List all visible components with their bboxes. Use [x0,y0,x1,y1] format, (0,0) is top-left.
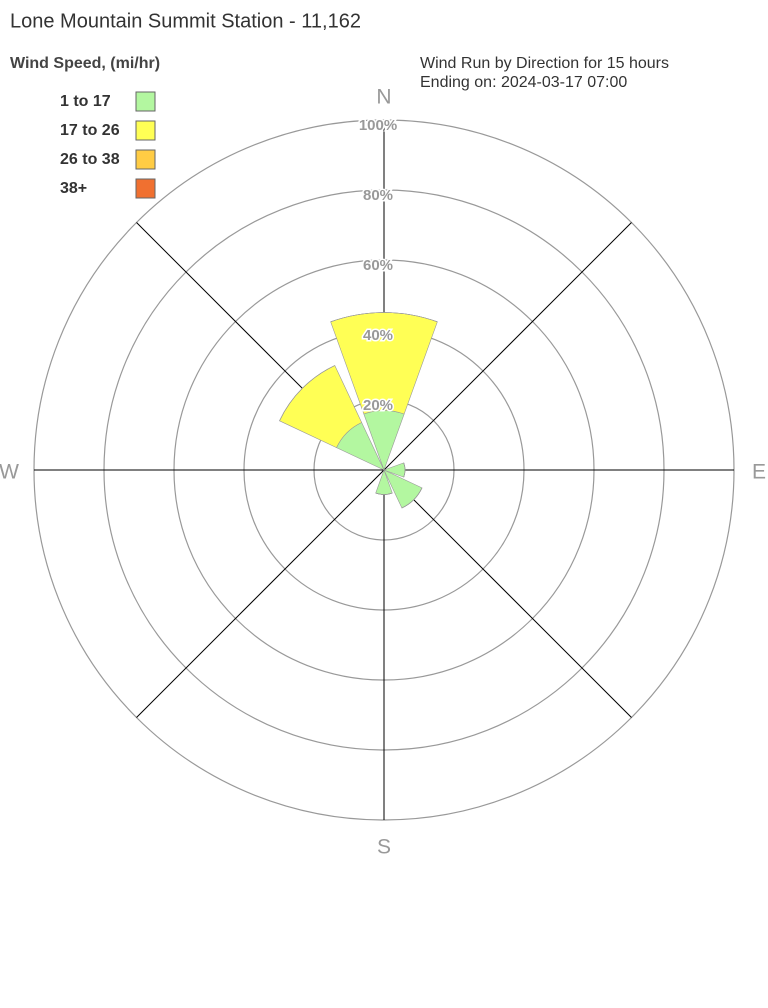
r-tick-label: 20% [363,397,393,414]
direction-label: E [752,461,766,484]
chart-title: Lone Mountain Summit Station - 11,162 [10,10,361,32]
r-tick-label: 60% [363,257,393,274]
legend-label: 38+ [60,180,87,197]
direction-label: W [0,461,19,484]
spoke [383,222,632,471]
spoke [136,469,385,718]
sector [401,487,423,509]
subtitle: Wind Run by Direction for 15 hours [420,55,669,72]
direction-label: N [376,86,391,109]
sector [375,492,393,495]
sector [403,462,406,478]
legend-title: Wind Speed, (mi/hr) [10,55,160,72]
subtitle: Ending on: 2024-03-17 07:00 [420,74,627,91]
sector [279,365,335,421]
r-tick-label: 40% [363,327,393,344]
legend-swatch [135,149,156,170]
legend-swatch [135,120,156,141]
legend-label: 1 to 17 [60,93,111,110]
legend-label: 17 to 26 [60,122,120,139]
sector [330,312,438,323]
r-tick-label: 80% [363,187,393,204]
legend-swatch [135,178,156,199]
r-tick-label: 100% [359,117,397,134]
legend-label: 26 to 38 [60,151,120,168]
direction-label: S [377,836,391,859]
legend-swatch [135,91,156,112]
spoke [383,469,632,718]
